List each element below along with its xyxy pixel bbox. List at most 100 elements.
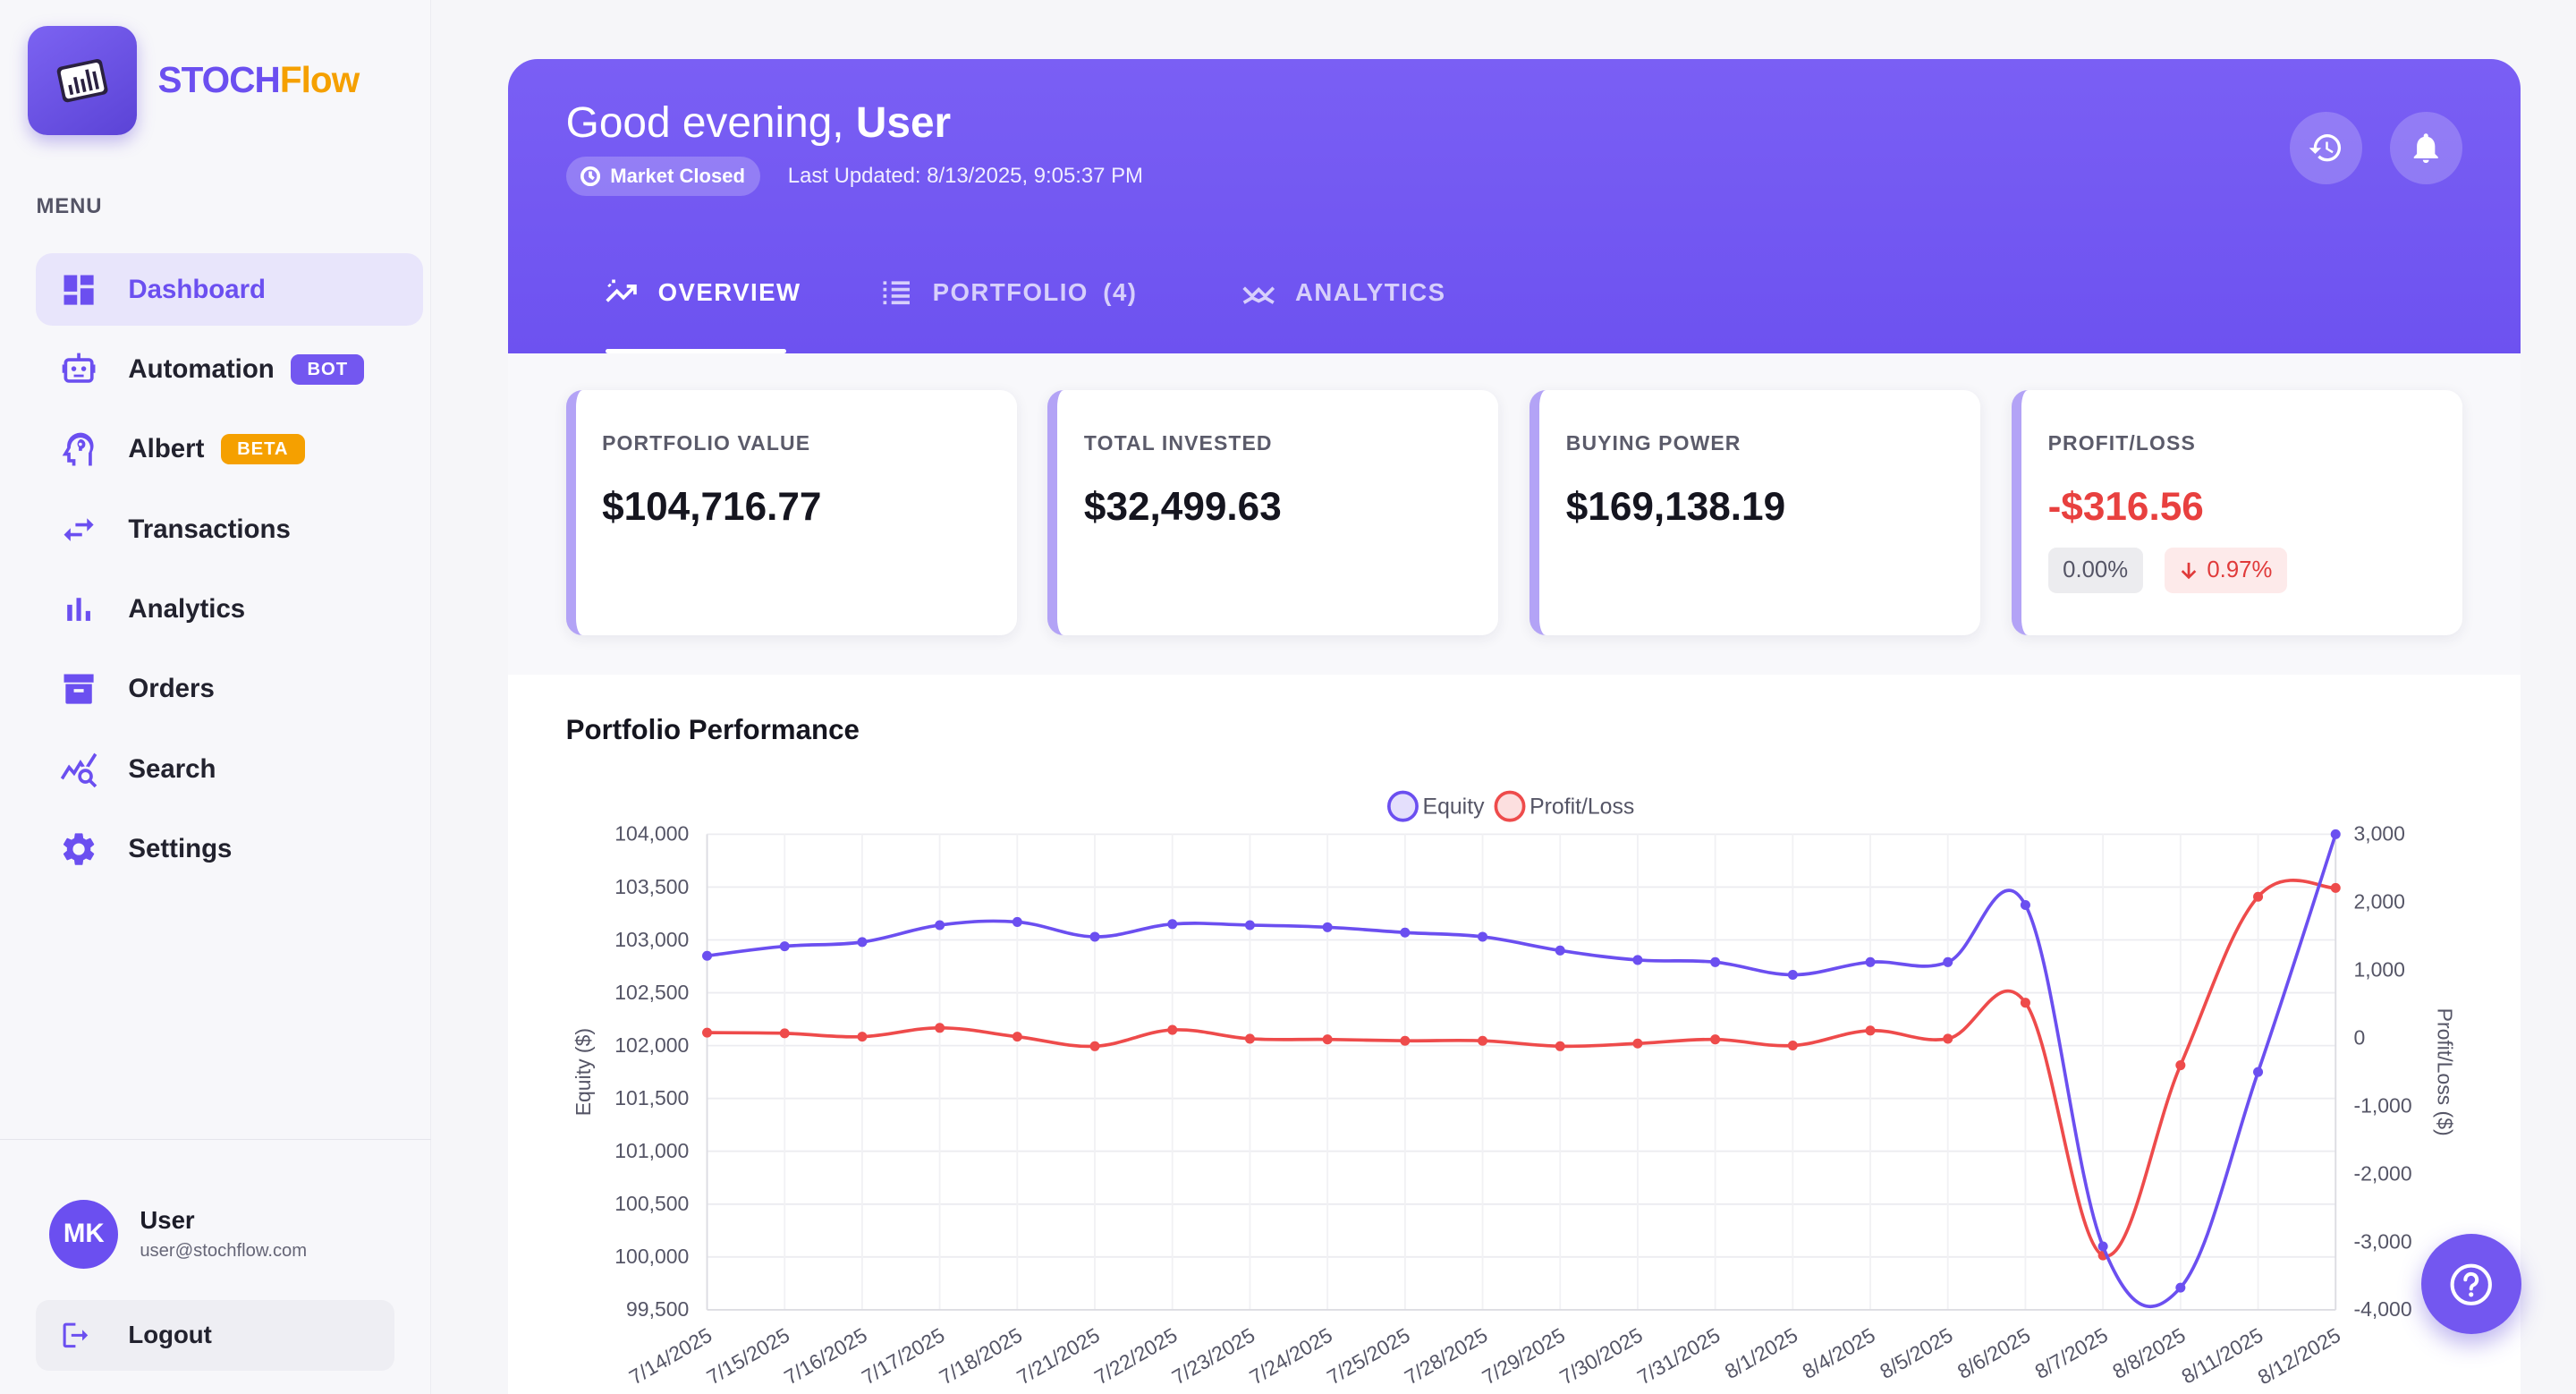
y-tick-label: 100,500 [615,1192,690,1215]
dashboard-icon [59,270,98,310]
sidebar-item-label: Analytics [128,594,246,625]
portfolio-performance-panel: Portfolio Performance 104,000 103,500 103,… [508,675,2521,1394]
history-button[interactable] [2290,112,2362,184]
profit-loss-point [2175,1060,2186,1071]
app-logo[interactable] [28,26,137,135]
y-tick-label: 99,500 [626,1297,689,1321]
stat-title: TOTAL INVESTED [1083,430,1273,455]
stat-value: $32,499.63 [1083,484,1282,529]
percent-chip: 0.00% [2047,548,2143,594]
sidebar-item-label: Dashboard [128,274,266,304]
logo-chart-icon [56,58,108,103]
stat-title: PORTFOLIO VALUE [602,430,811,455]
status-row: Market Closed Last Updated: 8/13/2025, 9… [565,156,1143,197]
stat-title: PROFIT/LOSS [2047,430,2196,455]
profit-loss-point [1865,1025,1876,1036]
x-tick-label: 7/25/2025 [1323,1323,1413,1390]
logout-button[interactable]: Logout [36,1299,395,1371]
profit-loss-point [2253,891,2264,902]
profit-loss-point [1167,1024,1178,1035]
x-tick-label: 7/30/2025 [1556,1323,1647,1390]
x-tick-label: 7/24/2025 [1246,1323,1336,1390]
equity-legend-label: Equity [1423,795,1486,819]
equity-point [1943,956,1953,967]
sidebar-item-albert[interactable]: Albert BETA [36,413,422,486]
profit-loss-line [707,879,2336,1258]
x-tick-label: 8/4/2025 [1799,1323,1879,1383]
sidebar-item-settings[interactable]: Settings [36,813,422,886]
equity-point [1865,956,1876,967]
stat-value: $169,138.19 [1565,484,1786,529]
profit-loss-legend-marker [1494,790,1526,822]
profit-loss-point [2021,998,2031,1008]
y2-tick-label: -1,000 [2354,1093,2412,1117]
trending-up-icon [606,279,637,302]
change-down-chip: 0.97% [2164,548,2287,594]
stat-value: $104,716.77 [602,484,822,529]
profit-loss-point [1089,1041,1100,1051]
sidebar-item-analytics[interactable]: Analytics [36,574,422,646]
user-profile[interactable]: MK User user@stochflow.com [49,1199,307,1269]
y-tick-label: 103,000 [615,928,690,951]
brand-name: STOCHFlow [157,59,360,101]
equity-point [1089,931,1100,942]
sidebar-item-search[interactable]: Search [36,733,422,805]
sidebar-item-transactions[interactable]: Transactions [36,493,422,565]
sidebar-item-dashboard[interactable]: Dashboard [36,253,423,327]
equity-point [935,920,945,931]
profit-loss-point [1245,1033,1256,1044]
x-tick-label: 7/22/2025 [1090,1323,1181,1390]
menu-label: MENU [36,194,103,218]
profit-loss-point [1710,1034,1721,1045]
stat-card-buying-power: BUYING POWER $169,138.19 [1530,389,1981,635]
equity-point [702,950,713,961]
chart-search-icon [59,750,98,789]
x-tick-label: 7/16/2025 [781,1323,871,1390]
equity-point [779,941,791,952]
equity-point [857,937,868,948]
x-tick-label: 7/18/2025 [936,1323,1026,1390]
tab-portfolio[interactable]: PORTFOLIO (4) [878,275,1137,310]
sidebar-item-label: Transactions [128,514,291,544]
profit-loss-point [702,1027,713,1038]
profit-loss-point [857,1032,868,1042]
profit-loss-point [1788,1041,1799,1051]
y2-tick-label: -4,000 [2354,1297,2412,1321]
performance-chart: 104,000 103,500 103,000 102,500 102,000 101,5… [572,790,2457,1390]
notifications-button[interactable] [2390,112,2463,184]
sidebar-item-label: Settings [128,834,233,864]
swap-arrows-icon [59,510,98,549]
gear-icon [59,829,98,869]
y-tick-label: 101,500 [615,1086,690,1109]
profit-loss-point [1555,1041,1566,1051]
tab-analytics[interactable]: ANALYTICS [1241,275,1445,310]
y-tick-label: 101,000 [615,1139,690,1162]
x-tick-label: 8/7/2025 [2031,1323,2112,1383]
tab-overview[interactable]: OVERVIEW [604,275,801,310]
tab-bar: OVERVIEW PORTFOLIO (4) ANALYTICS [604,275,1446,310]
main-content: Good evening, User Market Closed Last Up… [508,59,2521,1394]
stat-card-portfolio-value: PORTFOLIO VALUE $104,716.77 [565,389,1017,635]
logout-icon [63,1322,89,1348]
history-icon [2309,134,2342,162]
stat-card-total-invested: TOTAL INVESTED $32,499.63 [1047,389,1499,635]
x-tick-label: 8/11/2025 [2178,1323,2267,1389]
y-tick-label: 104,000 [615,822,690,846]
sidebar-item-orders[interactable]: Orders [36,653,422,726]
sidebar-item-automation[interactable]: Automation BOT [36,334,422,406]
x-tick-label: 7/15/2025 [703,1323,793,1390]
help-button[interactable] [2421,1234,2522,1335]
profit-loss-legend-label: Profit/Loss [1530,795,1634,819]
y2-tick-label: -3,000 [2354,1229,2412,1253]
bell-icon [2414,133,2439,164]
y2-tick-label: 2,000 [2354,890,2405,914]
arrow-down-icon [2181,562,2197,579]
equity-point [2021,900,2031,911]
x-tick-label: 7/21/2025 [1013,1323,1104,1390]
x-tick-label: 7/17/2025 [858,1323,948,1390]
y-tick-label: 103,500 [615,875,690,898]
equity-point [2253,1067,2264,1077]
robot-icon [59,350,98,389]
y2-tick-label: 0 [2354,1026,2366,1050]
market-status-badge: Market Closed [565,156,760,197]
